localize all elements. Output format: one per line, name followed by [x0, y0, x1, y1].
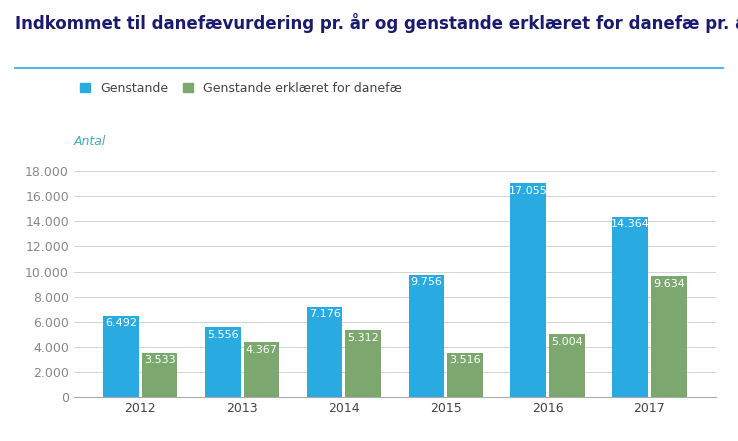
Bar [409, 275, 444, 397]
Bar [345, 330, 381, 397]
Text: 9.756: 9.756 [410, 277, 442, 287]
Bar [244, 342, 279, 397]
Text: 4.367: 4.367 [246, 345, 277, 355]
Legend: Genstande, Genstande erklæret for danefæ: Genstande, Genstande erklæret for danefæ [80, 82, 402, 95]
Bar [511, 183, 546, 397]
Text: 3.516: 3.516 [449, 355, 481, 365]
Text: 9.634: 9.634 [653, 279, 685, 289]
Bar [447, 353, 483, 397]
Bar [142, 353, 177, 397]
Text: 5.556: 5.556 [207, 330, 238, 340]
Text: 17.055: 17.055 [509, 186, 548, 196]
Text: 5.004: 5.004 [551, 336, 583, 347]
Bar [307, 307, 342, 397]
Bar [613, 217, 648, 397]
Text: Indkommet til danefævurdering pr. år og genstande erklæret for danefæ pr. år: Indkommet til danefævurdering pr. år og … [15, 13, 738, 33]
Bar [651, 276, 686, 397]
Bar [549, 334, 584, 397]
Bar [205, 327, 241, 397]
Bar [103, 315, 139, 397]
Text: 7.176: 7.176 [308, 310, 340, 319]
Text: 14.364: 14.364 [611, 219, 649, 229]
Text: 3.533: 3.533 [144, 355, 176, 365]
Text: Antal: Antal [74, 135, 106, 148]
Text: 6.492: 6.492 [105, 318, 137, 328]
Text: 5.312: 5.312 [348, 333, 379, 343]
